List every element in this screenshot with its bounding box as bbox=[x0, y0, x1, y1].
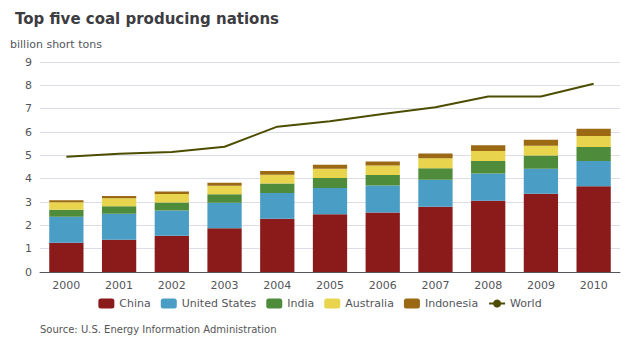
svg-text:0: 0 bbox=[25, 266, 32, 279]
svg-text:2010: 2010 bbox=[580, 279, 608, 292]
svg-text:2004: 2004 bbox=[263, 279, 291, 292]
svg-text:9: 9 bbox=[25, 56, 32, 69]
svg-text:5: 5 bbox=[25, 149, 32, 162]
svg-text:Indonesia: Indonesia bbox=[425, 297, 478, 310]
svg-text:2003: 2003 bbox=[211, 279, 239, 292]
svg-text:World: World bbox=[510, 297, 542, 310]
svg-text:6: 6 bbox=[25, 126, 32, 139]
svg-text:China: China bbox=[119, 297, 150, 310]
svg-text:8: 8 bbox=[25, 79, 32, 92]
svg-text:United States: United States bbox=[182, 297, 257, 310]
svg-text:billion short tons: billion short tons bbox=[10, 38, 102, 51]
svg-text:Top five coal producing nation: Top five coal producing nations bbox=[15, 10, 279, 28]
svg-text:2006: 2006 bbox=[369, 279, 397, 292]
svg-text:3: 3 bbox=[25, 196, 32, 209]
svg-text:2005: 2005 bbox=[316, 279, 344, 292]
svg-text:1: 1 bbox=[25, 242, 32, 255]
svg-text:2002: 2002 bbox=[158, 279, 186, 292]
svg-text:7: 7 bbox=[25, 102, 32, 115]
svg-text:2009: 2009 bbox=[527, 279, 555, 292]
svg-text:2007: 2007 bbox=[421, 279, 449, 292]
svg-text:2008: 2008 bbox=[474, 279, 502, 292]
svg-text:2000: 2000 bbox=[52, 279, 80, 292]
svg-text:Source: U.S. Energy Informatio: Source: U.S. Energy Information Administ… bbox=[40, 324, 277, 335]
svg-text:2: 2 bbox=[25, 219, 32, 232]
svg-text:India: India bbox=[287, 297, 314, 310]
svg-text:4: 4 bbox=[25, 172, 32, 185]
svg-text:2001: 2001 bbox=[105, 279, 133, 292]
svg-text:Australia: Australia bbox=[345, 297, 394, 310]
